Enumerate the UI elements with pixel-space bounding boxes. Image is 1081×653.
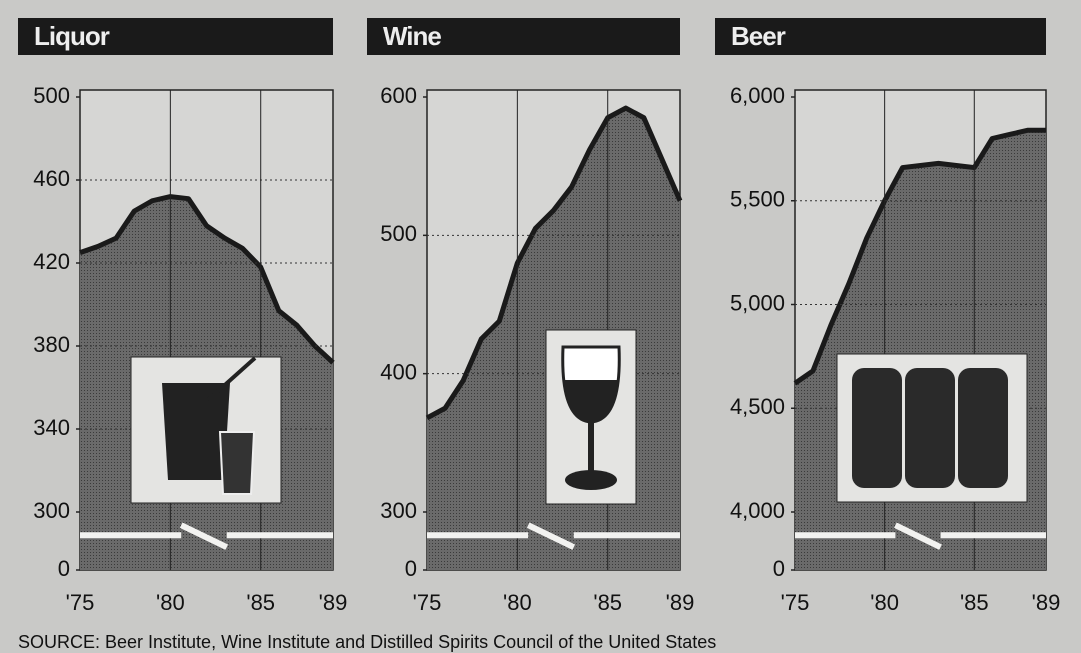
x-tick-label: '85 [593, 590, 622, 615]
y-tick-label: 4,500 [730, 394, 785, 419]
y-tick-label: 600 [380, 83, 417, 108]
x-tick-label: '75 [413, 590, 442, 615]
y-tick-label: 0 [58, 556, 70, 581]
panel-title: Beer [731, 21, 786, 51]
liquor-icon [130, 356, 282, 504]
beer-icon [836, 353, 1028, 503]
source-note: SOURCE: Beer Institute, Wine Institute a… [18, 632, 716, 652]
y-tick-label: 300 [33, 498, 70, 523]
axis-break [795, 522, 1046, 550]
axis-break [427, 522, 680, 550]
y-tick-label: 420 [33, 249, 70, 274]
panel-title: Liquor [34, 21, 110, 51]
x-tick-label: '80 [503, 590, 532, 615]
x-tick-label: '85 [246, 590, 275, 615]
x-tick-label: '89 [666, 590, 695, 615]
panel-title: Wine [383, 21, 441, 51]
x-tick-label: '75 [66, 590, 95, 615]
y-tick-label: 500 [380, 221, 417, 246]
line [425, 105, 683, 421]
panels: Liquor 0 300 340 380 420 460 500 '75 '80 '85 '89 Win… [18, 18, 1060, 615]
x-tick-label: '80 [870, 590, 899, 615]
y-tick-label: 0 [405, 556, 417, 581]
line [793, 127, 1046, 386]
title-bar [18, 18, 333, 55]
axis-break [80, 522, 333, 550]
y-tick-label: 4,000 [730, 498, 785, 523]
line [79, 194, 335, 365]
y-tick-label: 380 [33, 332, 70, 357]
title-bar [367, 18, 680, 55]
y-tick-label: 400 [380, 359, 417, 384]
x-tick-label: '75 [781, 590, 810, 615]
y-tick-label: 340 [33, 415, 70, 440]
y-tick-label: 500 [33, 83, 70, 108]
wine-icon [545, 329, 637, 505]
x-tick-label: '85 [960, 590, 989, 615]
y-tick-label: 460 [33, 166, 70, 191]
x-tick-label: '89 [319, 590, 348, 615]
x-tick-label: '89 [1032, 590, 1061, 615]
y-tick-label: 5,000 [730, 290, 785, 315]
x-tick-label: '80 [156, 590, 185, 615]
y-tick-label: 6,000 [730, 83, 785, 108]
y-tick-label: 5,500 [730, 187, 785, 212]
y-tick-label: 0 [773, 556, 785, 581]
y-tick-label: 300 [380, 498, 417, 523]
title-bar [715, 18, 1046, 55]
